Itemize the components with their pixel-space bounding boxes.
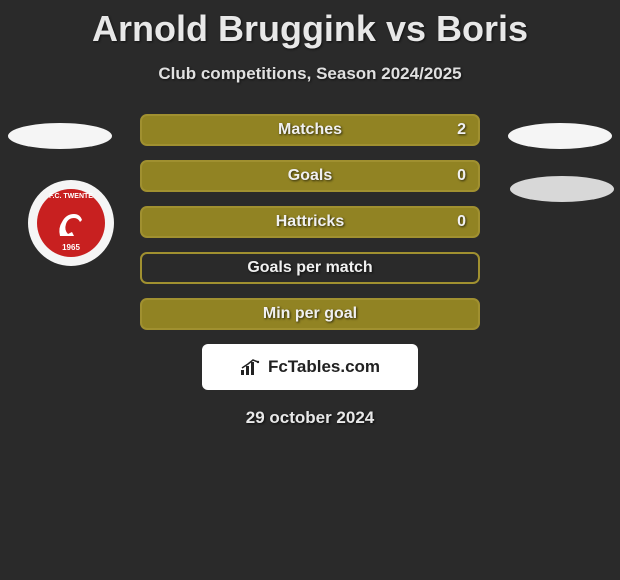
stat-label: Goals xyxy=(288,167,332,185)
ellipse-shape-right-mid xyxy=(510,176,614,202)
ellipse-shape-right-top xyxy=(508,123,612,149)
stats-container: Matches 2 Goals 0 Hattricks 0 Goals per … xyxy=(140,114,480,330)
club-badge-inner: F.C. TWENTE 1965 xyxy=(37,189,105,257)
stat-row-min-per-goal: Min per goal xyxy=(140,298,480,330)
stat-value: 0 xyxy=(457,167,466,185)
badge-club-name: F.C. TWENTE xyxy=(49,193,93,200)
chart-icon xyxy=(240,358,262,376)
badge-year: 1965 xyxy=(62,243,80,252)
logo-text: FcTables.com xyxy=(268,357,380,377)
stat-label: Goals per match xyxy=(247,259,372,277)
page-subtitle: Club competitions, Season 2024/2025 xyxy=(0,64,620,84)
ellipse-shape-left xyxy=(8,123,112,149)
club-badge: F.C. TWENTE 1965 xyxy=(28,180,114,266)
stat-row-goals: Goals 0 xyxy=(140,160,480,192)
date-text: 29 october 2024 xyxy=(0,408,620,428)
stat-label: Hattricks xyxy=(276,213,344,231)
stat-value: 0 xyxy=(457,213,466,231)
stat-row-matches: Matches 2 xyxy=(140,114,480,146)
stat-row-goals-per-match: Goals per match xyxy=(140,252,480,284)
stat-value: 2 xyxy=(457,121,466,139)
stat-row-hattricks: Hattricks 0 xyxy=(140,206,480,238)
page-title: Arnold Bruggink vs Boris xyxy=(0,0,620,50)
stat-label: Matches xyxy=(278,121,342,139)
fctables-logo: FcTables.com xyxy=(202,344,418,390)
horse-icon xyxy=(54,208,88,240)
stat-label: Min per goal xyxy=(263,305,357,323)
